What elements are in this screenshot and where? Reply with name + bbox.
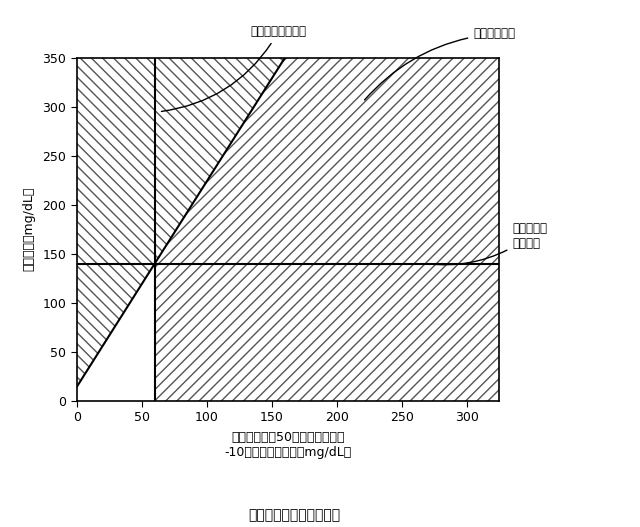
Y-axis label: メジアン（mg/dL）: メジアン（mg/dL） bbox=[22, 187, 36, 271]
X-axis label: 低範囲変動、50パーセンタイル
-10パーセンタイル（mg/dL）: 低範囲変動、50パーセンタイル -10パーセンタイル（mg/dL） bbox=[225, 431, 351, 459]
Text: 低血糖リスク: 低血糖リスク bbox=[365, 27, 515, 100]
Text: ターゲット
メジアン: ターゲット メジアン bbox=[428, 222, 547, 265]
Text: ゾーン定義の代替の設計: ゾーン定義の代替の設計 bbox=[248, 508, 340, 522]
Text: 治療可能マージン: 治療可能マージン bbox=[161, 25, 307, 111]
